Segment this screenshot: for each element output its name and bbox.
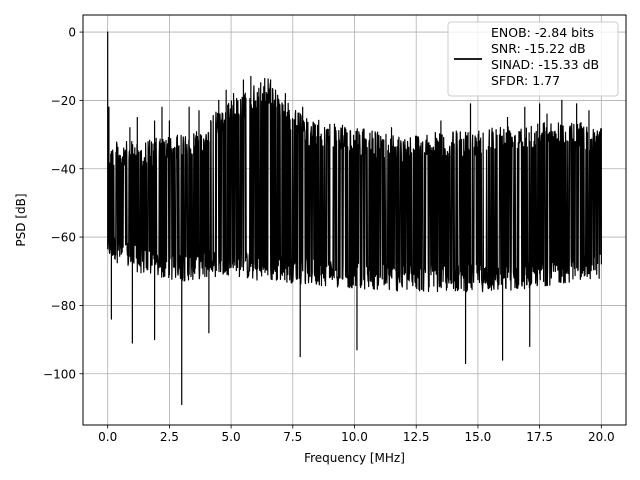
x-tick-label: 10.0 (341, 430, 368, 444)
x-tick-label: 15.0 (465, 430, 492, 444)
y-tick-label: −40 (51, 162, 76, 176)
x-tick-label: 20.0 (588, 430, 615, 444)
legend-sinad: SINAD: -15.33 dB (491, 57, 599, 72)
psd-series-line (107, 31, 602, 406)
x-tick-label: 12.5 (403, 430, 430, 444)
y-tick-label: −80 (51, 299, 76, 313)
x-tick-label: 5.0 (222, 430, 241, 444)
x-tick-label: 7.5 (283, 430, 302, 444)
x-tick-label: 2.5 (160, 430, 179, 444)
legend-sfdr: SFDR: 1.77 (491, 73, 560, 88)
psd-trace (107, 31, 602, 406)
x-tick-label: 0.0 (98, 430, 117, 444)
y-tick-label: −60 (51, 231, 76, 245)
x-axis-label: Frequency [MHz] (304, 451, 405, 465)
legend-box (447, 21, 619, 97)
legend-enob: ENOB: -2.84 bits (491, 25, 594, 40)
x-axis-ticks: 0.0 2.5 5.0 7.5 10.0 12.5 15.0 17.5 20.0 (98, 425, 615, 444)
y-tick-label: −20 (51, 94, 76, 108)
legend-snr: SNR: -15.22 dB (491, 41, 586, 56)
legend: ENOB: -2.84 bits SNR: -15.22 dB SINAD: -… (447, 21, 619, 97)
x-tick-label: 17.5 (526, 430, 553, 444)
y-tick-label: −100 (43, 367, 76, 381)
y-axis-label: PSD [dB] (14, 193, 28, 246)
y-axis-ticks: 0 −20 −40 −60 −80 −100 (43, 26, 83, 381)
y-tick-label: 0 (68, 26, 76, 40)
